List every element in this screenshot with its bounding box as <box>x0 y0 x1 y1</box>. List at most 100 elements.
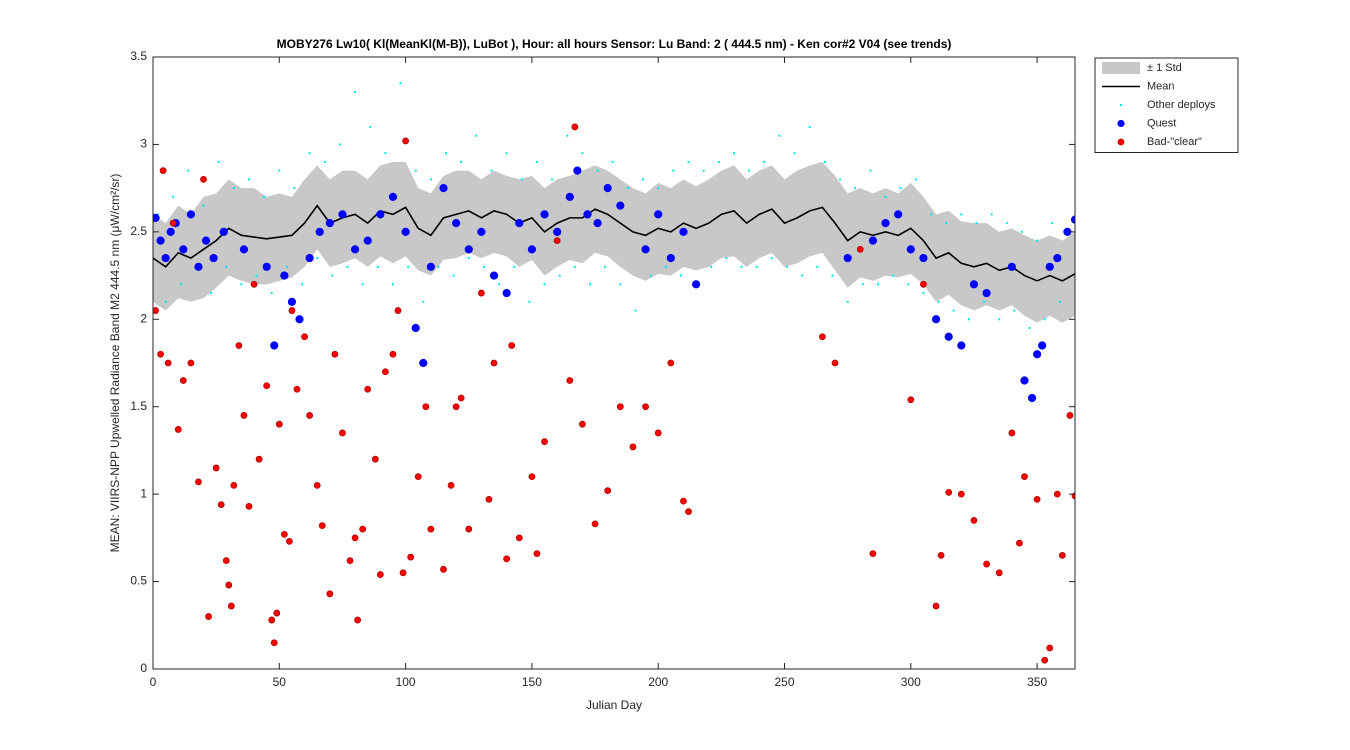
bad-clear-point <box>528 473 536 481</box>
x-tick-label: 300 <box>901 675 921 689</box>
quest-point <box>1033 350 1042 359</box>
quest-point <box>209 253 218 263</box>
other-deploy-point <box>823 160 826 163</box>
other-deploy-point <box>391 283 394 286</box>
bad-clear-point <box>503 555 511 563</box>
mean-line <box>153 204 1075 282</box>
other-deploy-point <box>884 195 887 198</box>
bad-clear-point <box>995 569 1003 577</box>
other-deploy-point <box>725 257 728 260</box>
quest-point <box>616 201 625 210</box>
bad-clear-point <box>255 455 263 463</box>
bad-clear-point <box>381 368 389 376</box>
other-deploy-point <box>452 274 455 277</box>
quest-point <box>452 219 461 228</box>
x-tick-label: 0 <box>150 675 157 689</box>
bad-clear-point <box>174 426 182 433</box>
quest-point <box>957 341 966 350</box>
other-deploy-point <box>331 274 334 277</box>
other-deploy-point <box>808 125 811 128</box>
bad-clear-point <box>286 537 293 545</box>
quest-point <box>593 219 602 228</box>
other-deploy-point <box>1051 222 1054 225</box>
bad-clear-point <box>273 609 281 617</box>
bad-clear-point <box>1053 490 1061 498</box>
bad-clear-point <box>217 501 225 509</box>
bad-clear-point <box>339 429 346 437</box>
other-deploy-point <box>1036 239 1039 242</box>
bad-clear-point <box>230 481 238 489</box>
other-deploy-point <box>854 187 857 190</box>
other-deploy-point <box>983 300 986 303</box>
bad-clear-point <box>205 613 212 620</box>
y-tick-label: 3 <box>140 137 147 151</box>
other-deploy-point <box>179 283 182 286</box>
bad-clear-point <box>920 280 927 288</box>
other-deploy-point <box>482 265 485 268</box>
other-deploy-point <box>232 187 235 190</box>
quest-point <box>894 210 903 219</box>
legend-label: ± 1 Std <box>1147 62 1182 74</box>
bad-clear-point <box>389 350 397 358</box>
other-deploy-point <box>346 265 349 268</box>
other-deploy-point <box>285 265 288 268</box>
y-tick-label: 3.5 <box>130 49 147 63</box>
bad-clear-point <box>270 639 278 647</box>
legend-swatch <box>1120 104 1122 106</box>
quest-point <box>919 253 928 263</box>
quest-point <box>868 236 878 245</box>
other-deploy-point <box>937 300 940 303</box>
other-deploy-point <box>581 152 584 155</box>
bad-clear-point <box>331 350 339 358</box>
bad-clear-point <box>553 237 561 245</box>
other-deploy-point <box>429 178 432 181</box>
other-deploy-point <box>770 257 773 260</box>
quest-point <box>166 227 175 236</box>
bad-clear-point <box>1058 551 1066 559</box>
quest-point <box>239 245 249 254</box>
quest-point <box>439 184 448 193</box>
other-deploy-point <box>270 292 273 295</box>
bad-clear-point <box>318 522 326 530</box>
std-band <box>153 161 1075 323</box>
bad-clear-point <box>604 487 612 495</box>
bad-clear-point <box>414 473 422 481</box>
other-deploy-point <box>1043 318 1046 321</box>
other-deploy-point <box>293 187 296 190</box>
other-deploy-point <box>748 169 751 172</box>
other-deploy-point <box>210 292 213 295</box>
bad-clear-point <box>457 394 465 402</box>
other-deploy-point <box>604 265 607 268</box>
bad-clear-point <box>1066 412 1074 419</box>
other-deploy-point <box>316 257 319 260</box>
other-deploy-point <box>187 169 190 172</box>
other-deploy-point <box>384 152 387 155</box>
quest-point <box>295 315 304 324</box>
other-deploy-point <box>157 213 160 216</box>
other-deploy-point <box>225 265 228 268</box>
quest-point <box>388 192 398 201</box>
bad-clear-point <box>440 565 447 573</box>
bad-clear-point <box>667 359 675 367</box>
bad-clear-point <box>402 137 410 145</box>
other-deploy-point <box>543 283 546 286</box>
other-deploy-point <box>407 265 410 268</box>
bad-clear-point <box>376 571 384 578</box>
quest-point <box>881 219 890 228</box>
quest-point <box>969 280 979 289</box>
quest-point <box>305 253 314 263</box>
other-deploy-point <box>520 178 523 181</box>
other-deploy-point <box>649 274 652 277</box>
bad-clear-point <box>354 616 362 624</box>
bad-clear-point <box>371 455 379 463</box>
other-deploy-point <box>399 82 402 85</box>
quest-point <box>691 280 701 289</box>
bad-clear-point <box>465 525 473 533</box>
other-deploy-point <box>619 283 622 286</box>
legend-swatch <box>1117 119 1125 128</box>
quest-point <box>179 245 188 254</box>
bad-clear-point <box>288 307 296 314</box>
bad-clear-point <box>856 245 864 253</box>
y-tick-label: 0 <box>140 661 147 675</box>
quest-point <box>573 166 582 175</box>
